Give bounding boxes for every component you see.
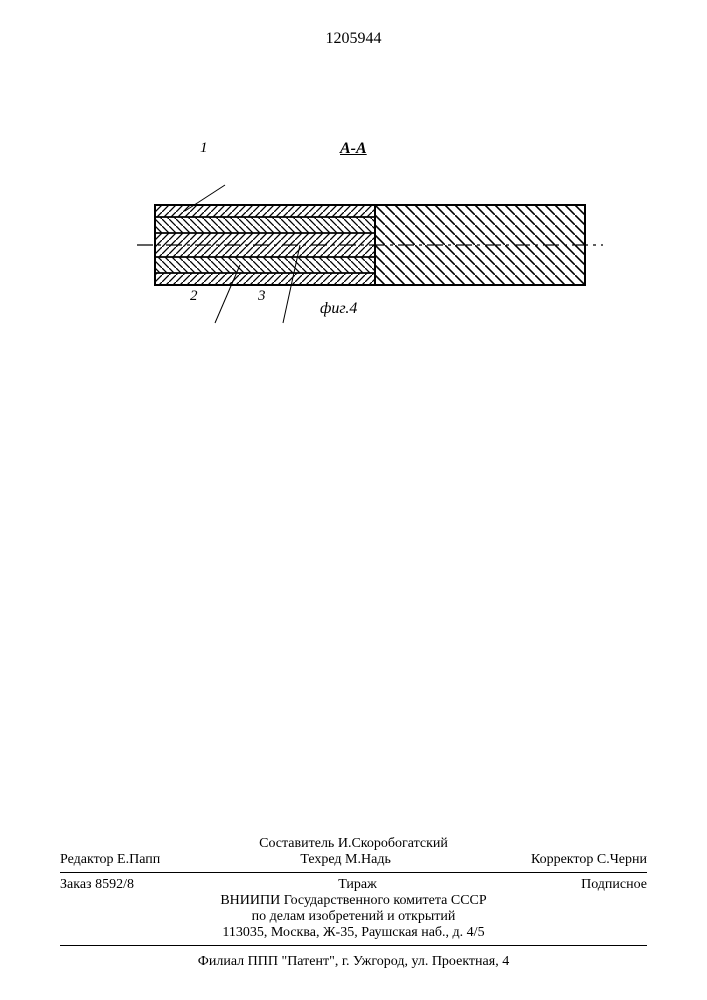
techred-label: Техред (300, 852, 341, 867)
section-diagram (135, 175, 605, 335)
branch-line: Филиал ППП "Патент", г. Ужгород, ул. Про… (60, 954, 647, 970)
footer-block: Составитель И.Скоробогатский Редактор Е.… (60, 836, 647, 970)
rule-2 (60, 945, 647, 946)
editor-name: Е.Папп (117, 852, 160, 867)
callout-1: 1 (200, 140, 208, 157)
section-label: А-А (340, 140, 367, 158)
addr-line: 113035, Москва, Ж-35, Раушская наб., д. … (60, 925, 647, 941)
editor-label: Редактор (60, 852, 114, 867)
circulation-label: Тираж (338, 877, 377, 893)
rule-1 (60, 872, 647, 873)
org-line-1: ВНИИПИ Государственного комитета СССР (60, 893, 647, 909)
org-line-2: по делам изобретений и открытий (60, 909, 647, 925)
compiler-label: Составитель (259, 836, 334, 851)
compiler-name: И.Скоробогатский (338, 836, 448, 851)
fig-label: фиг.4 (320, 300, 357, 318)
order-num: 8592/8 (95, 877, 134, 892)
subscription-label: Подписное (581, 877, 647, 893)
corrector-label: Корректор (531, 852, 593, 867)
page-number: 1205944 (0, 30, 707, 48)
corrector-name: С.Черни (597, 852, 647, 867)
order-label: Заказ (60, 877, 92, 892)
techred-name: М.Надь (345, 852, 391, 867)
